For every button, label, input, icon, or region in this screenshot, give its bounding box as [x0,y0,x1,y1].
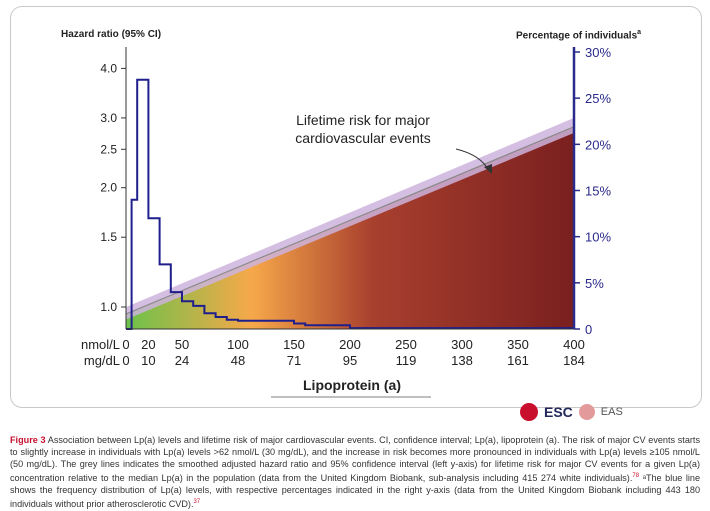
nmol-unit-label: nmol/L [81,337,120,352]
confidence-interval-band [126,117,574,320]
right-tick-label: 15% [585,184,611,199]
x-tick-label-nmol: 300 [451,337,473,352]
right-tick-label: 0 [585,322,592,337]
x-tick-label-nmol: 400 [563,337,585,352]
frequency-distribution-line [126,78,574,330]
left-tick-label: 2.5 [100,142,117,156]
x-tick-label-mgdl: 119 [396,353,417,368]
esc-logo-icon [520,403,538,421]
eas-logo-text: EAS [600,406,623,418]
left-tick-label: 3.0 [100,111,117,125]
left-tick-label: 1.0 [100,300,117,314]
left-axis-title: Hazard ratio (95% CI) [61,29,162,40]
mgdl-unit-label: mg/dL [84,353,120,368]
x-tick-label-mgdl: 71 [287,353,301,368]
esc-logo-text: ESC [544,404,573,420]
x-tick-label-mgdl: 184 [563,353,585,368]
x-tick-label-mgdl: 0 [122,353,129,368]
eas-logo-icon [578,404,595,420]
caption-ref-2: 37 [193,499,201,506]
x-tick-label-nmol: 250 [395,337,417,352]
x-tick-label-mgdl: 48 [231,353,245,368]
x-tick-label-mgdl: 95 [343,353,357,368]
x-tick-label-nmol: 100 [227,337,249,352]
caption-text: Association between Lp(a) levels and lif… [10,435,700,484]
caption-ref-1: 78 [632,473,640,479]
x-tick-label-mgdl: 161 [507,353,529,368]
logo-row: ESC EAS [520,402,623,422]
x-tick-label-mgdl: 24 [175,353,189,368]
right-tick-label: 20% [585,137,611,152]
figure-panel: Hazard ratio (95% CI) Percentage of indi… [10,6,702,408]
x-tick-label-nmol: 0 [122,337,129,352]
x-tick-label-nmol: 200 [339,337,361,352]
figure-caption: Figure 3 Association between Lp(a) level… [10,434,700,510]
x-tick-label-nmol: 50 [175,337,189,352]
x-tick-label-nmol: 20 [141,337,155,352]
right-axis-title: Percentage of individualsa [516,29,642,42]
annotation-line-1: Lifetime risk for major [296,112,430,128]
right-tick-label: 25% [585,91,611,106]
left-tick-label: 4.0 [100,61,117,75]
caption-text-2: ᵃThe blue line shows the frequency distr… [10,473,700,510]
right-tick-label: 30% [585,45,611,60]
figure-label: Figure 3 [10,435,46,445]
right-tick-label: 5% [585,276,604,291]
annotation-arrowhead [484,164,492,174]
x-tick-label-mgdl: 10 [141,353,155,368]
right-tick-label: 10% [585,230,611,245]
annotation-line-2: cardiovascular events [295,130,430,146]
x-tick-label-nmol: 350 [507,337,529,352]
x-tick-label-mgdl: 138 [451,353,473,368]
x-tick-label-nmol: 150 [283,337,305,352]
hazard-ratio-chart: 4.03.02.52.01.51.030%25%20%15%10%5%0nmol… [81,45,611,398]
left-tick-label: 2.0 [100,181,117,195]
x-axis-title: Lipoprotein (a) [303,377,401,393]
hazard-ratio-line [125,126,575,315]
left-tick-label: 1.5 [100,230,117,244]
